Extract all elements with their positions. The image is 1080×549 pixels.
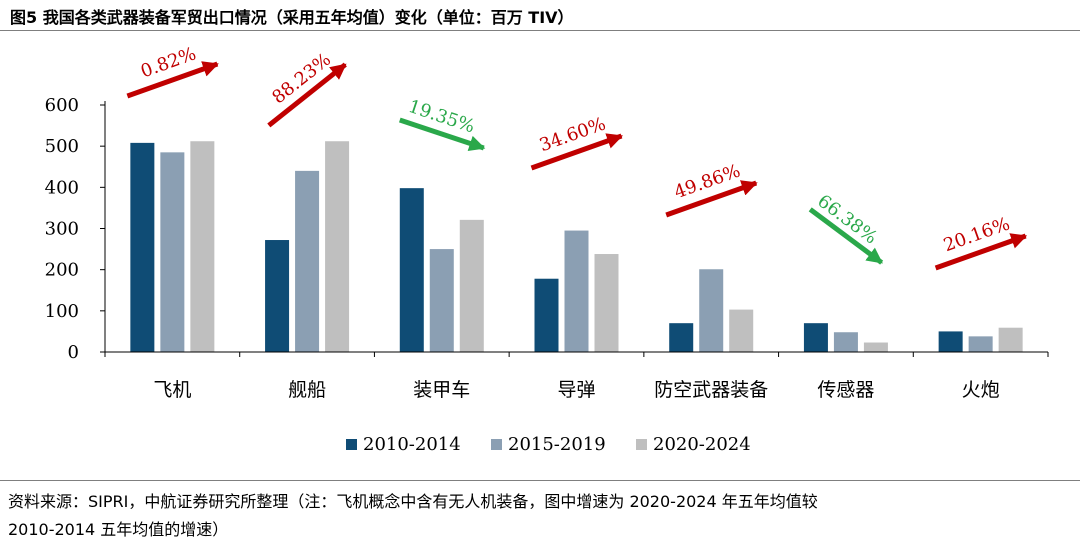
bar-2015-2019-防空武器装备 [699,269,724,352]
bar-2015-2019-飞机 [160,152,185,352]
growth-label-导弹: 34.60% [537,113,609,156]
growth-arrow-飞机 [126,61,219,99]
growth-arrow-舰船 [267,62,347,128]
y-tick-label: 400 [45,177,79,198]
bar-2010-2014-装甲车 [399,188,424,352]
x-tick-label: 舰船 [288,379,326,401]
source-note-line1: 资料来源：SIPRI，中航证券研究所整理（注：飞机概念中含有无人机装备，图中增速… [8,492,818,511]
bar-2020-2024-飞机 [190,141,215,352]
bar-2020-2024-火炮 [998,327,1023,352]
y-tick-label: 0 [68,342,79,363]
bar-2015-2019-舰船 [295,170,320,352]
x-tick-label: 装甲车 [413,379,470,401]
bar-2020-2024-传感器 [863,342,888,352]
y-tick-label: 600 [45,95,79,116]
x-tick-label: 传感器 [817,379,874,401]
source-note-line2: 2010-2014 五年均值的增速） [8,520,229,539]
bar-2010-2014-飞机 [130,142,155,352]
growth-label-飞机: 0.82% [138,43,199,82]
x-tick-label: 飞机 [153,379,191,401]
growth-arrow-传感器 [808,207,884,265]
y-tick-label: 300 [45,219,79,240]
x-tick-label: 防空武器装备 [654,379,768,401]
bar-2015-2019-火炮 [968,336,993,352]
legend-label-2020-2024: 2020-2024 [653,434,751,455]
y-tick-label: 100 [45,301,79,322]
legend-label-2010-2014: 2010-2014 [363,434,461,455]
bar-2015-2019-导弹 [564,230,589,352]
bar-2020-2024-舰船 [325,141,350,352]
bar-2010-2014-传感器 [803,323,828,352]
legend-swatch-2020-2024 [636,439,647,450]
growth-arrow-导弹 [530,133,624,171]
bar-2010-2014-防空武器装备 [669,323,694,352]
bar-2020-2024-装甲车 [459,219,484,352]
legend-swatch-2010-2014 [346,439,357,450]
bar-2015-2019-传感器 [833,332,858,352]
y-tick-label: 200 [45,260,79,281]
growth-arrow-装甲车 [398,117,486,152]
top-rule [0,30,1080,31]
bar-2020-2024-导弹 [594,254,619,352]
growth-label-防空武器装备: 49.86% [672,160,744,203]
bottom-rule [0,480,1080,481]
growth-arrow-火炮 [934,233,1028,271]
bar-2010-2014-导弹 [534,278,559,352]
x-tick-label: 导弹 [557,379,595,401]
legend-swatch-2015-2019 [491,439,502,450]
bar-2020-2024-防空武器装备 [729,309,754,352]
figure-title: 图5 我国各类武器装备军贸出口情况（采用五年均值）变化（单位：百万 TIV） [10,8,574,27]
y-tick-label: 500 [45,136,79,157]
legend-label-2015-2019: 2015-2019 [508,434,606,455]
growth-label-火炮: 20.16% [941,213,1013,256]
x-tick-label: 火炮 [962,379,1000,401]
bar-2010-2014-火炮 [938,331,963,352]
growth-arrow-防空武器装备 [665,180,758,218]
bar-2015-2019-装甲车 [429,249,454,352]
bar-2010-2014-舰船 [265,240,290,352]
